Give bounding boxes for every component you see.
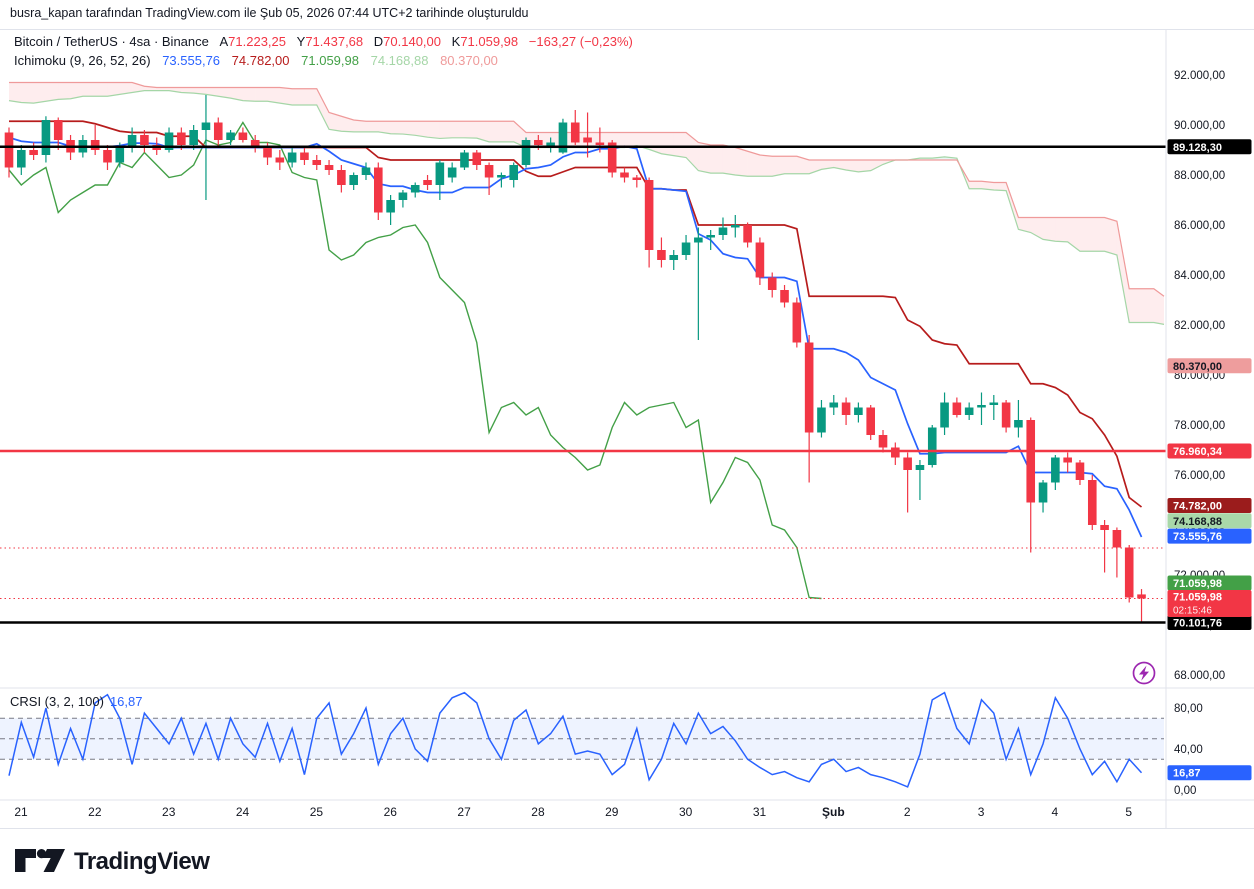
high-label: Y — [296, 34, 306, 49]
time-axis-label: Şub — [822, 805, 845, 819]
crsi-title: CRSI (3, 2, 100) — [10, 694, 104, 709]
logo-text: TradingView — [74, 848, 210, 875]
time-axis-label: 27 — [457, 805, 471, 819]
svg-text:71.059,98: 71.059,98 — [1173, 592, 1222, 604]
svg-text:02:15:46: 02:15:46 — [1173, 606, 1212, 617]
open-value: 71.223,25 — [228, 34, 287, 49]
time-axis-label: 3 — [978, 805, 985, 819]
time-axis-label: 4 — [1052, 805, 1059, 819]
crsi-axis-label: 40,00 — [1174, 744, 1203, 756]
ichimoku-legend-row[interactable]: Ichimoku (9, 26, 52, 26) 73.555,76 74.78… — [14, 53, 498, 68]
tenkan-badge: 73.555,76 — [1167, 528, 1252, 544]
time-axis-label: 5 — [1125, 805, 1132, 819]
time-axis-label: 30 — [679, 805, 693, 819]
attribution-text: busra_kapan tarafından TradingView.com i… — [10, 6, 529, 20]
kijun-line — [9, 120, 1143, 508]
price-axis-label: 68.000,00 — [1174, 670, 1225, 682]
open-label: A — [219, 34, 229, 49]
svg-text:74.782,00: 74.782,00 — [1173, 500, 1222, 512]
candle-series[interactable] — [4, 95, 1146, 622]
ichimoku-title: Ichimoku (9, 26, 52, 26) — [14, 53, 151, 68]
senkou-b-value: 80.370,00 — [440, 53, 498, 68]
crsi-line — [8, 691, 1143, 788]
crsi-scale[interactable]: 80,00 40,00 0,00 — [1174, 703, 1203, 797]
kijun-badge: 74.782,00 — [1167, 497, 1252, 513]
time-axis-label: 2 — [904, 805, 911, 819]
symbol-details: · 4sa · Binance — [121, 34, 209, 49]
ichimoku-cloud — [9, 82, 1164, 325]
level-76960-badge: 76.960,34 — [1167, 443, 1252, 459]
senkou-b-badge: 80.370,00 — [1167, 358, 1252, 374]
kijun-value: 74.782,00 — [231, 53, 290, 68]
price-axis-label: 88.000,00 — [1174, 170, 1225, 182]
crsi-pane[interactable] — [0, 691, 1164, 788]
crsi-legend-row[interactable]: CRSI (3, 2, 100) 16,87 — [10, 694, 142, 709]
high-value: 71.437,68 — [305, 34, 364, 49]
close-value: 71.059,98 — [460, 34, 519, 49]
svg-text:89.128,30: 89.128,30 — [1173, 142, 1222, 154]
svg-text:76.960,34: 76.960,34 — [1173, 446, 1223, 458]
level-70101-badge: 70.101,76 — [1167, 614, 1252, 630]
tradingview-logo-icon — [15, 849, 65, 872]
price-axis-label: 78.000,00 — [1174, 420, 1225, 432]
crsi-current-value: 16,87 — [109, 694, 143, 709]
change-value: −163,27 (−0,23%) — [528, 34, 633, 49]
main-pane[interactable] — [0, 81, 1166, 624]
svg-text:16,87: 16,87 — [1173, 768, 1201, 780]
price-axis-label: 84.000,00 — [1174, 270, 1225, 282]
chikou-value: 71.059,98 — [301, 53, 359, 68]
lightning-button[interactable] — [1132, 661, 1156, 685]
price-axis-label: 90.000,00 — [1174, 120, 1225, 132]
senkou-a-line — [8, 90, 1165, 325]
current-price-badge: 71.059,98 02:15:46 — [1167, 590, 1252, 618]
time-axis-label: 25 — [310, 805, 324, 819]
low-value: 70.140,00 — [383, 34, 442, 49]
price-axis-label: 92.000,00 — [1174, 70, 1225, 82]
senkou-a-value: 74.168,88 — [370, 53, 429, 68]
crsi-axis-label: 0,00 — [1174, 785, 1196, 797]
svg-text:71.059,98: 71.059,98 — [1173, 578, 1222, 590]
senkou-a-badge: 74.168,88 — [1167, 513, 1252, 529]
tenkan-line — [8, 136, 1143, 538]
chikou-badge: 71.059,98 — [1167, 575, 1252, 591]
price-axis-label: 76.000,00 — [1174, 470, 1225, 482]
svg-text:80.370,00: 80.370,00 — [1173, 361, 1222, 373]
low-label: D — [373, 34, 384, 49]
symbol-title: Bitcoin / TetherUS — [14, 34, 118, 49]
price-axis-label: 86.000,00 — [1174, 220, 1225, 232]
time-axis-label: 22 — [88, 805, 102, 819]
tradingview-logo[interactable]: TradingView — [14, 848, 210, 876]
time-axis-label: 24 — [236, 805, 250, 819]
level-89128-badge: 89.128,30 — [1167, 139, 1252, 155]
time-axis-label: 23 — [162, 805, 176, 819]
price-axis-label: 82.000,00 — [1174, 320, 1225, 332]
time-axis-label: 26 — [384, 805, 398, 819]
symbol-legend-row[interactable]: Bitcoin / TetherUS · 4sa · Binance A71.2… — [14, 34, 633, 49]
crsi-value-badge: 16,87 — [1167, 765, 1252, 781]
svg-text:74.168,88: 74.168,88 — [1173, 516, 1222, 528]
crsi-axis-label: 80,00 — [1174, 703, 1203, 715]
time-axis-label: 28 — [531, 805, 545, 819]
close-label: K — [451, 34, 461, 49]
tenkan-value: 73.555,76 — [162, 53, 221, 68]
time-axis-label: 29 — [605, 805, 619, 819]
time-scale[interactable]: 21 22 23 24 25 26 27 28 29 30 31 Şub 2 3 4 5 — [14, 805, 1132, 819]
time-axis-label: 21 — [14, 805, 28, 819]
svg-text:73.555,76: 73.555,76 — [1173, 531, 1222, 543]
svg-text:70.101,76: 70.101,76 — [1173, 617, 1222, 629]
time-axis-label: 31 — [753, 805, 767, 819]
